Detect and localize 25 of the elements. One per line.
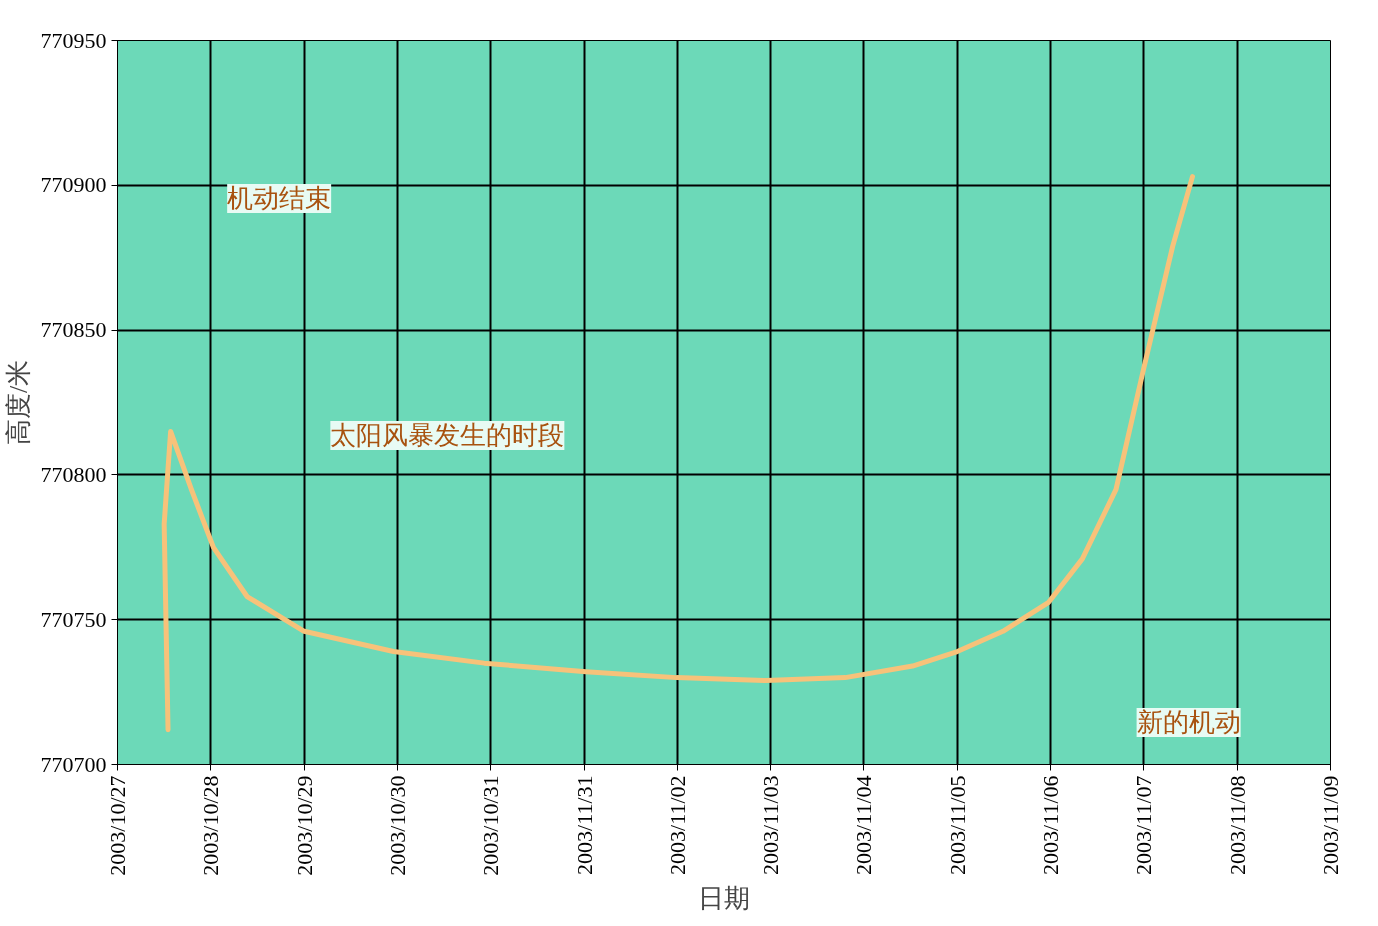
x-tick-label: 2003/10/28 <box>198 775 224 876</box>
x-tick-label: 2003/11/08 <box>1224 775 1250 875</box>
x-tick-label: 2003/11/06 <box>1038 775 1064 875</box>
x-tick-label: 2003/11/04 <box>851 775 877 875</box>
y-tick-label: 770900 <box>40 172 107 198</box>
y-tick-label: 770950 <box>40 27 107 53</box>
x-tick-label: 2003/11/03 <box>758 775 784 875</box>
y-tick-label: 770800 <box>40 461 107 487</box>
y-tick-label: 770700 <box>40 751 107 777</box>
x-tick-label: 2003/10/29 <box>291 775 317 876</box>
annotation: 新的机动 <box>1136 707 1241 737</box>
x-tick-label: 2003/11/09 <box>1318 775 1343 875</box>
x-tick-label: 2003/10/31 <box>478 775 504 876</box>
y-tick-label: 770750 <box>40 606 107 632</box>
x-tick-label: 2003/10/27 <box>105 775 130 876</box>
x-tick-label: 2003/11/05 <box>944 775 970 875</box>
x-tick-label: 2003/10/30 <box>384 775 410 876</box>
y-tick-label: 770850 <box>40 317 107 343</box>
x-tick-label: 2003/11/02 <box>664 775 690 875</box>
annotation: 机动结束 <box>227 183 332 213</box>
y-axis-title: 高度/米 <box>3 359 33 446</box>
x-axis-title: 日期 <box>698 883 750 913</box>
x-tick-label: 2003/11/31 <box>571 775 597 875</box>
annotation: 太阳风暴发生的时段 <box>330 421 565 451</box>
x-tick-label: 2003/11/07 <box>1131 775 1157 875</box>
